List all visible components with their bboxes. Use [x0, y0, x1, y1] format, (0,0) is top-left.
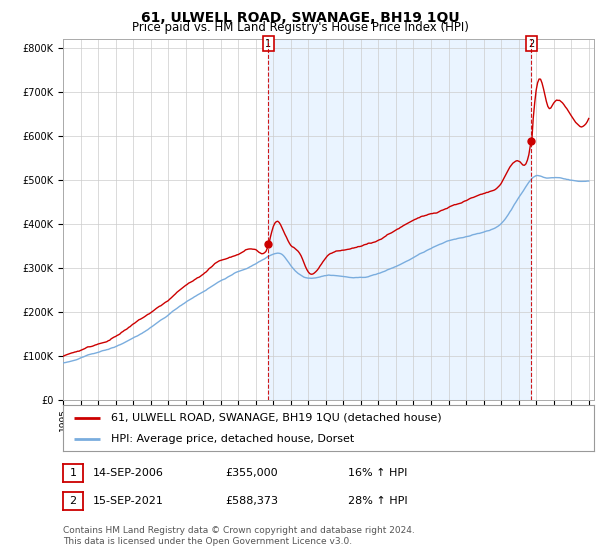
Text: 61, ULWELL ROAD, SWANAGE, BH19 1QU: 61, ULWELL ROAD, SWANAGE, BH19 1QU: [140, 11, 460, 25]
Text: 1: 1: [70, 468, 76, 478]
Text: 61, ULWELL ROAD, SWANAGE, BH19 1QU (detached house): 61, ULWELL ROAD, SWANAGE, BH19 1QU (deta…: [111, 413, 442, 423]
Text: Contains HM Land Registry data © Crown copyright and database right 2024.
This d: Contains HM Land Registry data © Crown c…: [63, 526, 415, 546]
Text: 16% ↑ HPI: 16% ↑ HPI: [348, 468, 407, 478]
Text: £355,000: £355,000: [225, 468, 278, 478]
Text: 14-SEP-2006: 14-SEP-2006: [93, 468, 164, 478]
Text: HPI: Average price, detached house, Dorset: HPI: Average price, detached house, Dors…: [111, 434, 354, 444]
Bar: [268, 39, 531, 400]
Text: Price paid vs. HM Land Registry's House Price Index (HPI): Price paid vs. HM Land Registry's House …: [131, 21, 469, 34]
Text: 1: 1: [265, 39, 271, 49]
Text: 2: 2: [70, 496, 76, 506]
Text: £588,373: £588,373: [225, 496, 278, 506]
Text: 15-SEP-2021: 15-SEP-2021: [93, 496, 164, 506]
Text: 2: 2: [528, 39, 534, 49]
Text: 28% ↑ HPI: 28% ↑ HPI: [348, 496, 407, 506]
